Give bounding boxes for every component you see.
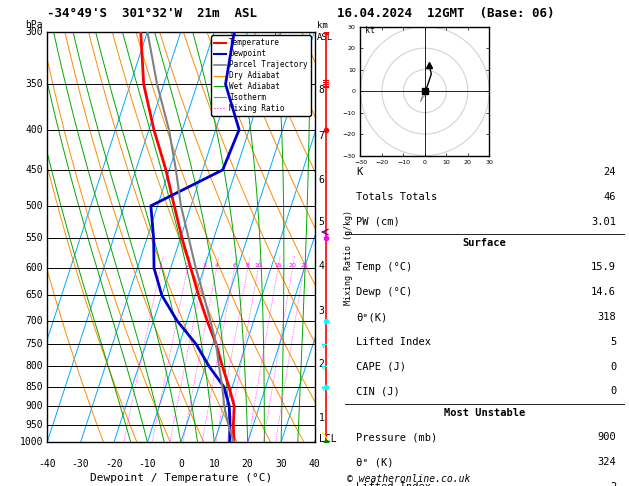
Text: 4: 4 <box>214 263 219 268</box>
Text: 40: 40 <box>309 459 320 469</box>
Text: 5: 5 <box>610 337 616 347</box>
Text: km: km <box>317 20 328 30</box>
Text: 14.6: 14.6 <box>591 287 616 297</box>
Text: Lifted Index: Lifted Index <box>356 482 431 486</box>
Text: 20: 20 <box>289 263 296 268</box>
Text: 450: 450 <box>26 165 43 175</box>
Text: 500: 500 <box>26 201 43 211</box>
Text: 700: 700 <box>26 315 43 326</box>
Text: Pressure (mb): Pressure (mb) <box>356 433 437 442</box>
Text: 600: 600 <box>26 263 43 273</box>
Text: 750: 750 <box>26 339 43 349</box>
Text: 400: 400 <box>26 125 43 135</box>
Text: 6: 6 <box>233 263 237 268</box>
Text: Dewpoint / Temperature (°C): Dewpoint / Temperature (°C) <box>90 473 272 483</box>
Text: 0: 0 <box>610 362 616 372</box>
Text: 10: 10 <box>208 459 220 469</box>
Text: Totals Totals: Totals Totals <box>356 191 437 202</box>
Text: 650: 650 <box>26 290 43 300</box>
Text: kt: kt <box>365 26 375 35</box>
Text: Lifted Index: Lifted Index <box>356 337 431 347</box>
Text: -20: -20 <box>105 459 123 469</box>
Text: hPa: hPa <box>26 19 43 30</box>
Text: 0: 0 <box>178 459 184 469</box>
Text: 324: 324 <box>598 457 616 467</box>
Text: 900: 900 <box>26 401 43 411</box>
Text: © weatheronline.co.uk: © weatheronline.co.uk <box>347 473 470 484</box>
Text: 15: 15 <box>274 263 282 268</box>
Text: 2: 2 <box>186 263 189 268</box>
Text: 950: 950 <box>26 420 43 430</box>
Legend: Temperature, Dewpoint, Parcel Trajectory, Dry Adiabat, Wet Adiabat, Isotherm, Mi: Temperature, Dewpoint, Parcel Trajectory… <box>211 35 311 116</box>
Text: 30: 30 <box>276 459 287 469</box>
Text: 300: 300 <box>26 27 43 36</box>
Text: CIN (J): CIN (J) <box>356 386 399 397</box>
Text: 550: 550 <box>26 233 43 243</box>
Text: θᵉ (K): θᵉ (K) <box>356 457 393 467</box>
Text: -40: -40 <box>38 459 56 469</box>
Text: 0: 0 <box>610 386 616 397</box>
Text: 16.04.2024  12GMT  (Base: 06): 16.04.2024 12GMT (Base: 06) <box>337 7 554 20</box>
Text: 350: 350 <box>26 79 43 89</box>
Text: 6: 6 <box>318 175 325 185</box>
Text: 800: 800 <box>26 361 43 371</box>
Text: PW (cm): PW (cm) <box>356 217 399 226</box>
Text: 2: 2 <box>610 482 616 486</box>
Text: ASL: ASL <box>317 33 333 42</box>
Text: 10: 10 <box>255 263 262 268</box>
Text: 1: 1 <box>159 263 162 268</box>
Text: θᵉ(K): θᵉ(K) <box>356 312 387 322</box>
Text: 4: 4 <box>318 260 325 271</box>
Text: -30: -30 <box>72 459 89 469</box>
Text: 8: 8 <box>318 85 325 95</box>
Text: -10: -10 <box>138 459 156 469</box>
Text: -34°49'S  301°32'W  21m  ASL: -34°49'S 301°32'W 21m ASL <box>47 7 257 20</box>
Text: 8: 8 <box>246 263 250 268</box>
Text: Mixing Ratio (g/kg): Mixing Ratio (g/kg) <box>344 210 353 305</box>
Text: LCL: LCL <box>318 434 336 444</box>
Text: 318: 318 <box>598 312 616 322</box>
Text: 46: 46 <box>604 191 616 202</box>
Text: 7: 7 <box>318 132 325 141</box>
Text: 1: 1 <box>318 413 325 422</box>
Text: CAPE (J): CAPE (J) <box>356 362 406 372</box>
Text: 25: 25 <box>300 263 308 268</box>
Text: Most Unstable: Most Unstable <box>444 408 525 417</box>
Text: 15.9: 15.9 <box>591 262 616 273</box>
Text: 24: 24 <box>604 167 616 177</box>
Text: 3: 3 <box>203 263 206 268</box>
Text: 2: 2 <box>318 359 325 369</box>
Text: Surface: Surface <box>463 238 506 248</box>
Text: 900: 900 <box>598 433 616 442</box>
Text: 3.01: 3.01 <box>591 217 616 226</box>
Text: Dewp (°C): Dewp (°C) <box>356 287 412 297</box>
Text: K: K <box>356 167 362 177</box>
Text: Temp (°C): Temp (°C) <box>356 262 412 273</box>
Text: 20: 20 <box>242 459 253 469</box>
Text: 850: 850 <box>26 382 43 392</box>
Text: 5: 5 <box>318 217 325 227</box>
Text: 3: 3 <box>318 306 325 316</box>
Text: 1000: 1000 <box>19 437 43 447</box>
